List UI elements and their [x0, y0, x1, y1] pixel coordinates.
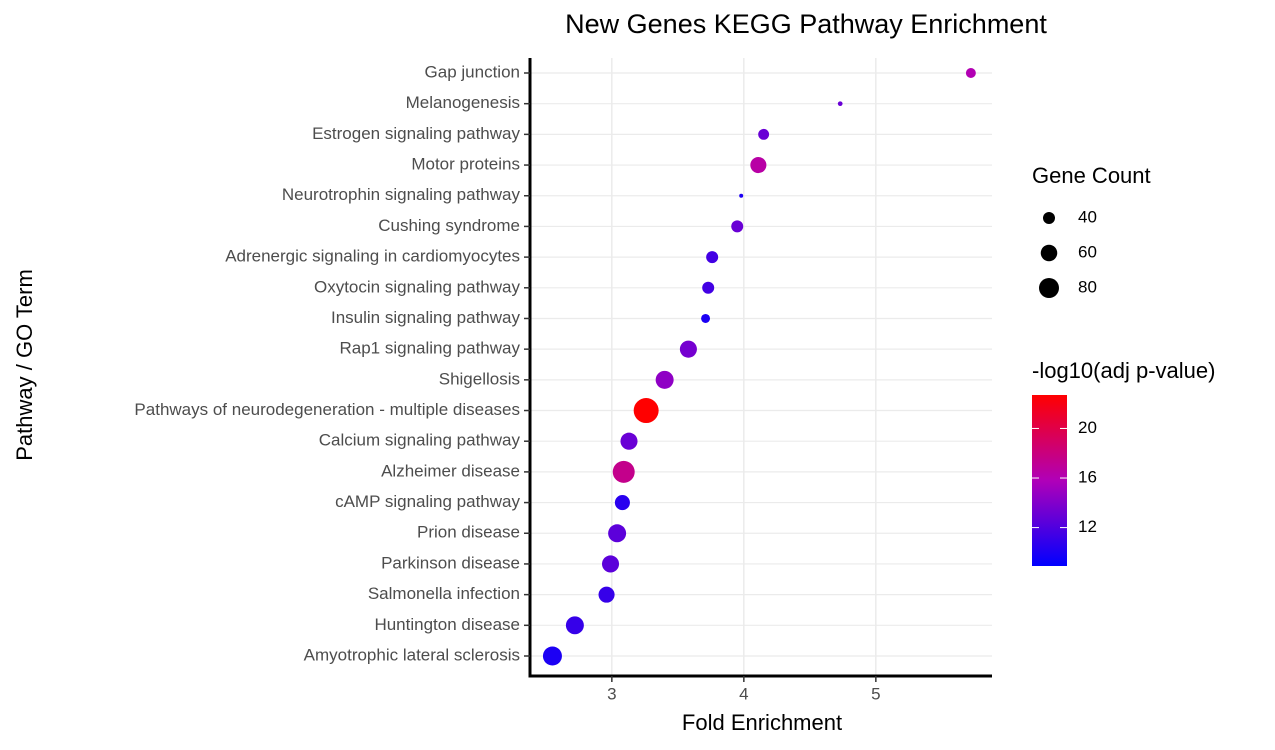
- point: [750, 157, 767, 174]
- x-tick-label: 4: [739, 684, 748, 703]
- y-tick-label: Salmonella infection: [368, 584, 520, 603]
- y-tick-label: Adrenergic signaling in cardiomyocytes: [225, 247, 520, 266]
- point: [679, 340, 697, 358]
- point: [612, 460, 635, 483]
- point: [620, 432, 638, 450]
- chart-title: New Genes KEGG Pathway Enrichment: [565, 9, 1047, 39]
- y-tick-label: Rap1 signaling pathway: [339, 339, 520, 358]
- point: [633, 398, 659, 424]
- color-bar-label: 12: [1078, 517, 1097, 536]
- color-bar-label: 20: [1078, 418, 1097, 437]
- y-tick-label: Estrogen signaling pathway: [312, 124, 520, 143]
- size-legend-label: 80: [1078, 277, 1097, 296]
- y-tick-label: Amyotrophic lateral sclerosis: [304, 645, 520, 664]
- y-axis-title: Pathway / GO Term: [12, 269, 37, 461]
- point: [598, 586, 615, 603]
- y-tick-label: Calcium signaling pathway: [319, 431, 521, 450]
- point: [608, 524, 627, 543]
- point: [758, 128, 770, 140]
- size-legend-title: Gene Count: [1032, 163, 1151, 188]
- point: [614, 495, 630, 511]
- y-tick-label: cAMP signaling pathway: [335, 492, 520, 511]
- color-bar: [1032, 395, 1067, 566]
- y-tick-label: Prion disease: [417, 523, 520, 542]
- y-tick-label: Oxytocin signaling pathway: [314, 277, 521, 296]
- size-legend-label: 40: [1078, 207, 1097, 226]
- point: [739, 193, 744, 198]
- y-tick-label: Motor proteins: [411, 155, 520, 174]
- point: [706, 251, 719, 264]
- color-legend-title: -log10(adj p-value): [1032, 358, 1215, 383]
- y-tick-label: Alzheimer disease: [381, 461, 520, 480]
- point: [565, 616, 584, 635]
- y-tick-label: Gap junction: [425, 62, 520, 81]
- x-tick-label: 5: [871, 684, 880, 703]
- point: [601, 555, 620, 573]
- point: [655, 370, 674, 389]
- x-tick-label: 3: [607, 684, 616, 703]
- y-tick-label: Neurotrophin signaling pathway: [282, 185, 521, 204]
- x-axis-title: Fold Enrichment: [682, 710, 842, 735]
- y-tick-label: Insulin signaling pathway: [331, 308, 521, 327]
- size-legend-key: [1039, 278, 1059, 298]
- size-legend-label: 60: [1078, 242, 1097, 261]
- point: [965, 68, 976, 78]
- y-tick-label: Pathways of neurodegeneration - multiple…: [134, 400, 520, 419]
- point: [701, 314, 711, 323]
- size-legend-key: [1040, 244, 1058, 262]
- y-tick-label: Shigellosis: [439, 369, 520, 388]
- point: [542, 646, 562, 666]
- y-tick-label: Melanogenesis: [406, 93, 520, 112]
- y-tick-label: Huntington disease: [374, 615, 520, 634]
- point: [731, 220, 744, 233]
- point: [837, 101, 843, 107]
- color-bar-label: 16: [1078, 468, 1097, 487]
- point: [702, 281, 715, 294]
- size-legend-key: [1043, 212, 1055, 224]
- y-tick-label: Parkinson disease: [381, 553, 520, 572]
- y-tick-label: Cushing syndrome: [378, 216, 520, 235]
